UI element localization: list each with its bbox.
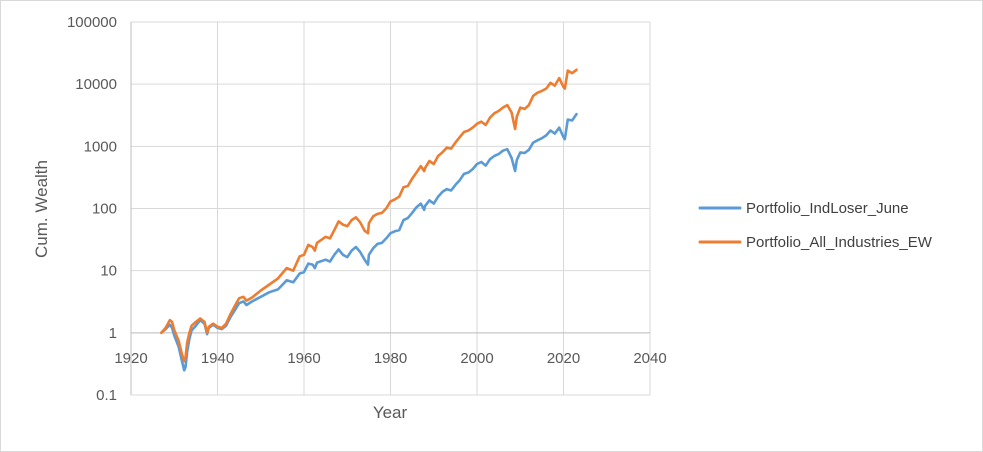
y-axis-title: Cum. Wealth [32,160,51,258]
x-tick-label: 1960 [287,350,320,367]
series-line-2 [160,68,578,363]
x-tick-label: 2000 [460,350,493,367]
x-tick-label: 1980 [374,350,407,367]
legend-label-2: Portfolio_All_Industries_EW [746,234,933,251]
tick-labels: 1920 1940 1960 1980 2000 2020 2040 0.1 1 10 100 100… [67,14,667,404]
series-lines [160,68,578,372]
y-tick-label: 10000 [75,76,117,93]
y-tick-label: 1000 [84,138,117,155]
x-tick-label: 2040 [633,350,666,367]
y-tick-label: 1 [109,325,117,342]
y-tick-label: 100 [92,201,117,218]
x-tick-label: 2020 [547,350,580,367]
x-tick-label: 1940 [201,350,234,367]
y-tick-label: 10 [100,263,117,280]
x-tick-label: 1920 [114,350,147,367]
y-tick-label: 0.1 [96,387,117,404]
legend-label-1: Portfolio_IndLoser_June [746,200,909,217]
legend: Portfolio_IndLoser_June Portfolio_All_Ind… [698,200,933,251]
y-tick-label: 100000 [67,14,117,31]
x-axis-title: Year [373,403,408,422]
